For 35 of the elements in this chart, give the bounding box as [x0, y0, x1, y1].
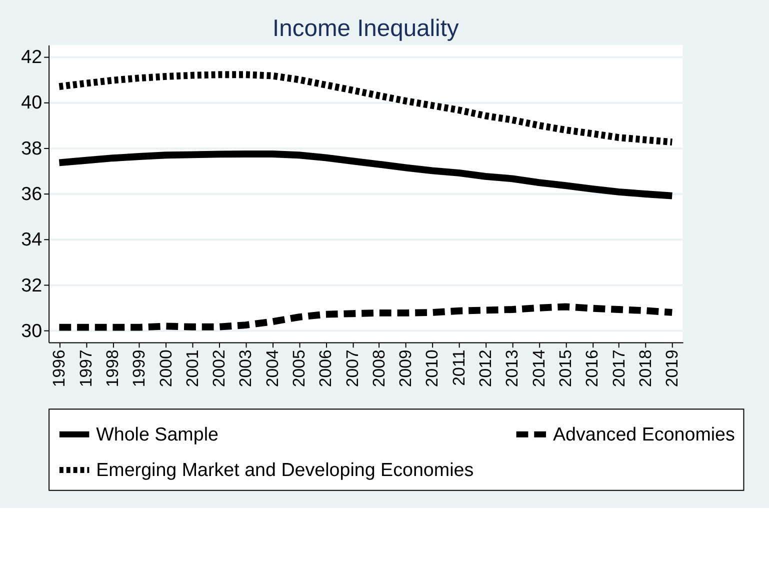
x-tick-label: 2010 [422, 350, 442, 388]
x-tick-label: 2002 [210, 350, 229, 388]
y-tick-label: 32 [21, 274, 42, 296]
legend-label: Whole Sample [96, 423, 218, 444]
x-tick-label: 2007 [342, 350, 362, 388]
x-tick-label: 2013 [502, 350, 522, 388]
y-tick-label: 36 [21, 182, 42, 204]
y-tick-label: 30 [21, 320, 42, 342]
x-tick-label: 1996 [50, 350, 69, 388]
legend-label: Emerging Market and Developing Economies [96, 458, 474, 480]
y-tick-label: 40 [21, 92, 42, 113]
x-tick-label: 2018 [636, 350, 655, 388]
legend-label: Advanced Economies [552, 423, 735, 444]
x-tick-label: 1999 [130, 350, 149, 388]
y-tick-label: 34 [21, 228, 42, 250]
x-tick-label: 2004 [262, 350, 282, 388]
x-tick-label: 2001 [182, 350, 202, 388]
x-tick-label: 1997 [76, 350, 96, 388]
y-tick-label: 42 [21, 46, 42, 67]
x-tick-label: 2005 [290, 350, 308, 388]
x-tick-label: 2015 [556, 350, 575, 388]
y-tick-label: 38 [21, 137, 42, 158]
x-tick-label: 2008 [369, 350, 388, 388]
x-tick-label: 1998 [102, 350, 122, 388]
x-tick-label: 2014 [529, 350, 548, 388]
x-tick-label: 2011 [449, 350, 468, 386]
chart-title: Income Inequality [272, 14, 459, 42]
x-tick-label: 2003 [236, 350, 256, 388]
x-tick-label: 2019 [662, 350, 682, 388]
x-tick-label: 2012 [476, 350, 496, 388]
x-tick-label: 2009 [396, 350, 416, 388]
x-tick-label: 2016 [582, 350, 602, 388]
x-tick-label: 2006 [316, 350, 336, 388]
x-tick-label: 2000 [156, 350, 176, 388]
x-tick-label: 2017 [609, 350, 628, 388]
